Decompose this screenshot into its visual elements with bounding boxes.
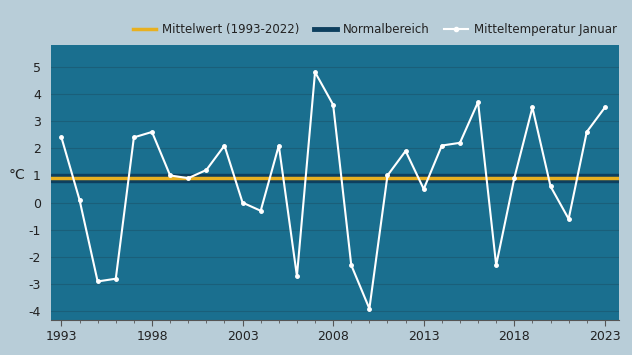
Y-axis label: °C: °C (9, 168, 26, 182)
Bar (51, 174, 619, 182)
Legend: Mittelwert (1993-2022), Normalbereich, Mitteltemperatur Januar: Mittelwert (1993-2022), Normalbereich, M… (133, 23, 617, 36)
